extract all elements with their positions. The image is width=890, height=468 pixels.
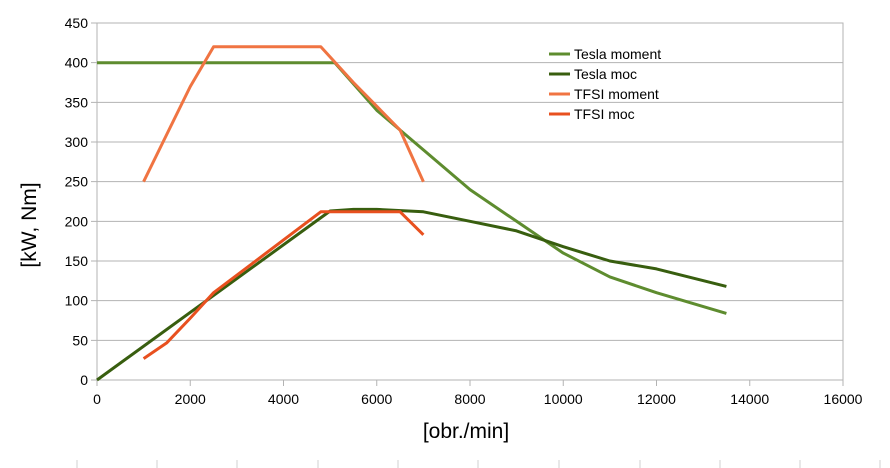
y-tick-label: 150 bbox=[65, 253, 89, 269]
x-tick-label: 16000 bbox=[824, 391, 863, 407]
x-tick-label: 0 bbox=[93, 391, 101, 407]
y-tick-labels: 0 50 100 150 200 250 300 350 400 450 bbox=[65, 15, 89, 388]
x-tick-label: 2000 bbox=[175, 391, 206, 407]
y-tick-label: 350 bbox=[65, 94, 89, 110]
legend-label: Tesla moment bbox=[574, 46, 661, 62]
x-tick-label: 12000 bbox=[637, 391, 676, 407]
x-axis-title: [obr./min] bbox=[423, 420, 509, 443]
series-line-tesla-moc bbox=[96, 207, 727, 382]
x-tick-labels: 0 2000 4000 6000 8000 10000 12000 14000 16000 bbox=[93, 391, 863, 407]
x-tick-label: 8000 bbox=[454, 391, 485, 407]
axes bbox=[96, 22, 844, 386]
grid-lines bbox=[91, 22, 843, 381]
y-tick-label: 450 bbox=[65, 15, 89, 31]
y-tick-label: 0 bbox=[80, 372, 88, 388]
y-axis-title: [kW, Nm] bbox=[18, 182, 41, 267]
legend-label: Tesla moc bbox=[574, 66, 637, 82]
series-line-tfsi-moment bbox=[142, 45, 425, 183]
legend: Tesla moment Tesla moc TFSI moment TFSI moc bbox=[549, 46, 661, 122]
series-line-tfsi-moc bbox=[142, 210, 425, 360]
bottom-edge-marks bbox=[76, 460, 881, 468]
x-tick-label: 10000 bbox=[544, 391, 583, 407]
series-lines bbox=[96, 45, 727, 382]
y-tick-label: 100 bbox=[65, 293, 89, 309]
x-tick-label: 4000 bbox=[268, 391, 299, 407]
x-tick-label: 14000 bbox=[730, 391, 769, 407]
plot-area-border bbox=[96, 22, 844, 381]
y-tick-label: 400 bbox=[65, 55, 89, 71]
x-tick-label: 6000 bbox=[361, 391, 392, 407]
y-tick-label: 300 bbox=[65, 134, 89, 150]
y-tick-label: 250 bbox=[65, 174, 89, 190]
legend-label: TFSI moment bbox=[574, 86, 659, 102]
y-tick-label: 200 bbox=[65, 213, 89, 229]
y-tick-label: 50 bbox=[72, 332, 88, 348]
legend-label: TFSI moc bbox=[574, 106, 635, 122]
